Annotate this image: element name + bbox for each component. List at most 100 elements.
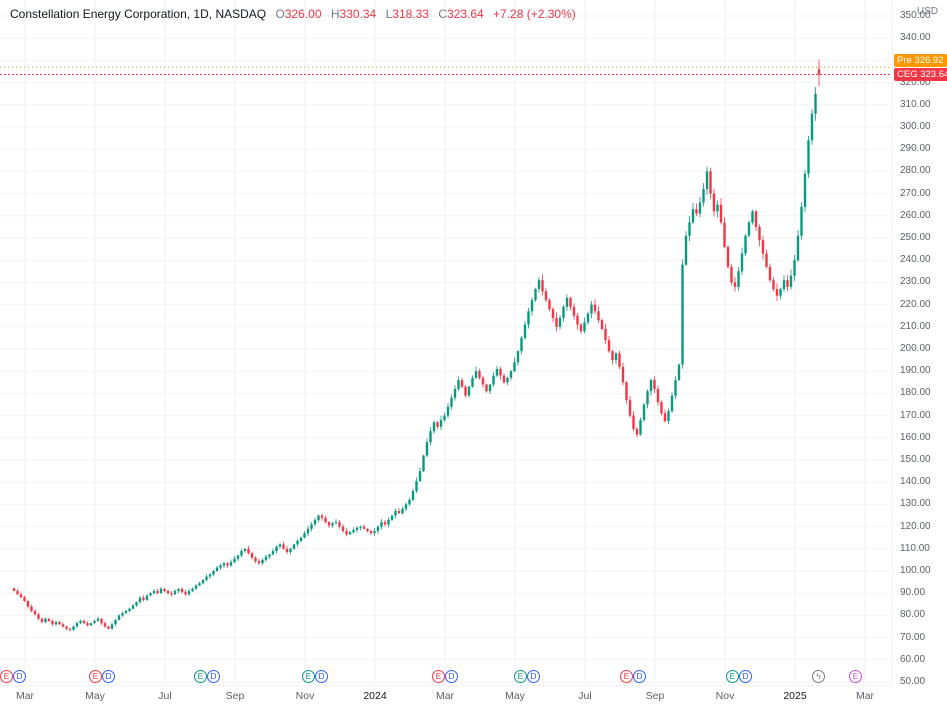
candle	[68, 627, 72, 632]
price-tick-label: 90.00	[900, 587, 926, 599]
candle	[786, 275, 789, 292]
time-axis-month-label: Jul	[578, 690, 592, 702]
time-axis-month-label: May	[505, 690, 525, 702]
symbol-title[interactable]: Constellation Energy Corporation, 1D, NA…	[10, 7, 267, 21]
last-price-value: 323.64	[920, 69, 947, 80]
earnings-marker[interactable]: E	[620, 670, 633, 683]
candle	[205, 574, 208, 582]
dividend-marker[interactable]: D	[13, 670, 26, 683]
dividend-marker[interactable]: D	[102, 670, 115, 683]
candle	[814, 87, 817, 121]
candle	[709, 167, 712, 200]
candle	[758, 224, 761, 247]
time-axis-month-label: May	[85, 690, 105, 702]
candle	[51, 619, 54, 627]
candle	[191, 587, 194, 593]
candle	[576, 312, 579, 330]
candle	[289, 547, 292, 555]
candle	[460, 377, 464, 389]
price-axis[interactable]: USD 350.00340.00330.00320.00310.00300.00…	[892, 0, 947, 687]
candle	[481, 375, 485, 388]
dividend-marker[interactable]: D	[739, 670, 752, 683]
candle	[187, 588, 191, 596]
plot-area[interactable]: Constellation Energy Corporation, 1D, NA…	[0, 0, 893, 686]
candle	[436, 420, 439, 430]
dividend-marker[interactable]: D	[445, 670, 458, 683]
candle	[194, 584, 198, 590]
candle	[681, 259, 684, 369]
earnings-marker[interactable]: E	[302, 670, 315, 683]
candle	[674, 376, 677, 399]
candle	[702, 183, 705, 207]
candle	[40, 617, 44, 624]
candle	[261, 558, 264, 566]
candle	[457, 376, 460, 392]
premarket-label-text: Pre	[897, 55, 912, 66]
price-tick-label: 210.00	[900, 320, 931, 332]
candle	[47, 618, 51, 622]
time-axis-month-label: Mar	[15, 690, 35, 702]
earnings-marker[interactable]: E	[726, 670, 739, 683]
candle	[719, 198, 723, 225]
candle	[513, 357, 516, 373]
upcoming-earnings-marker[interactable]: E	[849, 670, 862, 683]
candle	[495, 365, 499, 378]
candle	[313, 517, 317, 527]
lightning-marker[interactable]: ϟ	[812, 670, 825, 683]
candle	[16, 589, 19, 595]
candle	[411, 488, 415, 502]
candle	[401, 506, 404, 515]
candle	[369, 529, 373, 535]
candle	[100, 617, 103, 625]
earnings-marker[interactable]: E	[514, 670, 527, 683]
price-tick-label: 50.00	[900, 676, 926, 687]
candle	[772, 277, 775, 292]
candle	[499, 366, 502, 380]
candle	[317, 514, 320, 523]
candle	[135, 601, 138, 608]
candle	[89, 622, 93, 626]
time-axis[interactable]: Mar May Jul Sep Nov 2024 Mar May Jul Sep Nov 2025 Ma…	[0, 685, 893, 706]
dividend-marker[interactable]: D	[633, 670, 646, 683]
price-tick-label: 100.00	[900, 565, 931, 576]
earnings-marker[interactable]: E	[432, 670, 445, 683]
candle	[233, 556, 236, 564]
candle	[478, 368, 481, 380]
earnings-marker[interactable]: E	[89, 670, 102, 683]
candle	[226, 562, 229, 568]
candle	[299, 536, 303, 542]
candle	[618, 350, 621, 370]
candle	[807, 135, 810, 178]
earnings-marker[interactable]: E	[0, 670, 13, 683]
candlestick-chart[interactable]	[0, 0, 893, 686]
candle	[285, 545, 289, 554]
candle	[695, 203, 698, 217]
price-lines	[0, 66, 893, 76]
candle	[72, 625, 75, 631]
candle	[397, 507, 401, 514]
candle	[782, 274, 786, 292]
candle	[789, 269, 793, 290]
candle	[345, 528, 348, 537]
candle	[128, 607, 131, 612]
candle	[537, 277, 541, 293]
candle	[383, 519, 387, 527]
price-tick-label: 240.00	[900, 254, 931, 266]
candle	[611, 349, 614, 365]
candle	[803, 169, 807, 213]
candle	[390, 514, 394, 522]
low-value: 318.33	[392, 7, 429, 21]
candle	[614, 351, 618, 364]
candle	[569, 296, 572, 311]
candle	[579, 322, 583, 334]
candle	[215, 565, 219, 572]
candle	[765, 249, 768, 269]
close-label: C	[438, 7, 447, 21]
dividend-marker[interactable]: D	[315, 670, 328, 683]
candle	[796, 229, 800, 262]
dividend-marker[interactable]: D	[207, 670, 220, 683]
earnings-marker[interactable]: E	[194, 670, 207, 683]
price-tick-label: 180.00	[900, 387, 931, 399]
dividend-marker[interactable]: D	[527, 670, 540, 683]
